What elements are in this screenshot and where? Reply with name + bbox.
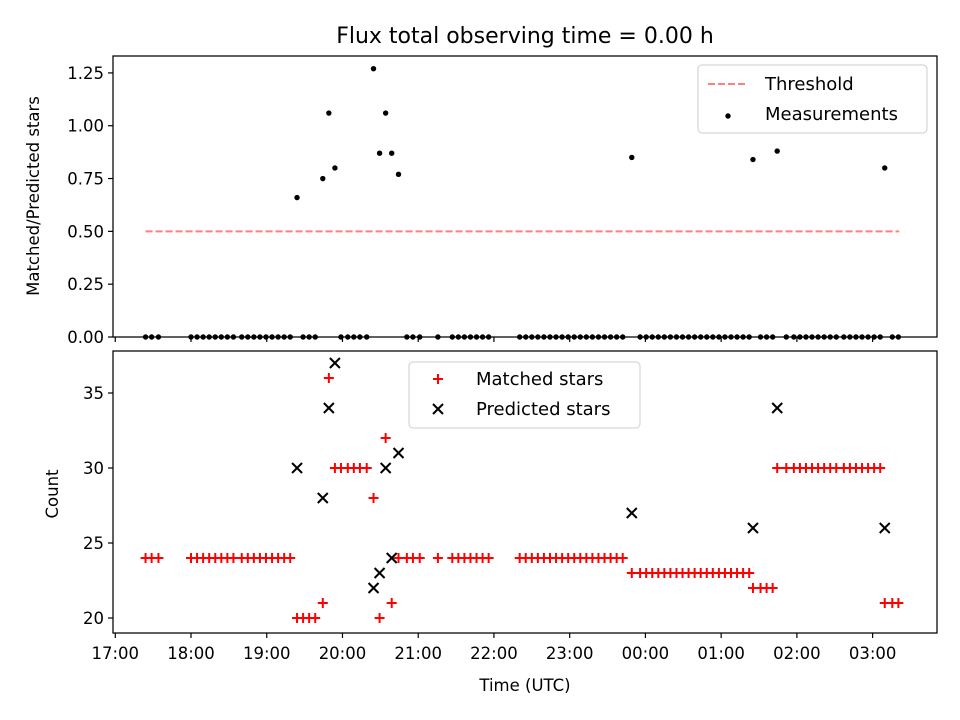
- top-axes-frame: [112, 55, 938, 338]
- bottom-x-tick-label: 18:00: [167, 644, 215, 663]
- bottom-y-axis-label: Count: [43, 469, 62, 519]
- matched-star-point: [432, 553, 443, 563]
- predicted-star-point: [626, 507, 638, 519]
- predicted-star-point: [879, 522, 891, 534]
- matched-star-point: [153, 553, 164, 563]
- matched-star-point: [414, 553, 425, 563]
- predicted-legend-swatch: [432, 403, 444, 415]
- matched-legend-label: Matched stars: [476, 369, 603, 390]
- bottom-x-tick-label: 19:00: [243, 644, 291, 663]
- matched-star-point: [744, 568, 755, 578]
- measurement-point: [376, 150, 383, 156]
- matched-star-point: [893, 598, 904, 608]
- bottom-y-tick-label: 20: [83, 609, 104, 628]
- measurement-point: [774, 148, 780, 154]
- bottom-y-ticks: 20 25 30 35: [83, 384, 113, 628]
- matched-star-point: [285, 553, 296, 563]
- predicted-star-point: [317, 492, 329, 504]
- top-panel: Flux total observing time = 0.00 h Match…: [24, 24, 938, 347]
- bottom-x-axis-label: Time (UTC): [478, 676, 570, 695]
- top-legend-box: [697, 64, 928, 134]
- top-y-tick-label: 0.00: [67, 328, 104, 347]
- top-y-axis-label: Matched/Predicted stars: [24, 96, 43, 296]
- measurements-legend-label: Measurements: [765, 104, 898, 125]
- matched-star-point: [386, 598, 397, 608]
- top-chart-title: Flux total observing time = 0.00 h: [336, 24, 714, 49]
- bottom-legend-box: [408, 361, 641, 429]
- predicted-star-point: [291, 462, 303, 474]
- top-legend: Threshold Measurements: [697, 64, 928, 134]
- predicted-star-point: [771, 402, 783, 414]
- predicted-stars-layer: [291, 357, 891, 594]
- bottom-x-tick-label: 02:00: [773, 644, 821, 663]
- matched-star-point: [483, 553, 494, 563]
- measurement-point: [395, 171, 402, 178]
- predicted-star-point: [323, 402, 335, 414]
- matched-star-point: [310, 613, 321, 623]
- measurement-point: [389, 150, 395, 156]
- bottom-x-tick-label: 23:00: [546, 644, 594, 663]
- predicted-legend-label: Predicted stars: [476, 399, 610, 420]
- measurement-point: [320, 175, 326, 182]
- bottom-x-tick-label: 22:00: [470, 644, 518, 663]
- top-y-tick-label: 1.25: [67, 64, 104, 83]
- measurement-point: [750, 156, 756, 163]
- matched-star-point: [767, 583, 778, 593]
- matched-star-point: [380, 433, 391, 443]
- matched-star-point: [617, 553, 628, 563]
- matched-stars-layer: [140, 373, 904, 623]
- bottom-axes-frame: [112, 350, 938, 634]
- top-y-ticks: 0.00 0.25 0.50 0.75 1.00 1.25: [67, 64, 113, 347]
- bottom-x-tick-label: 01:00: [697, 644, 745, 663]
- matched-star-point: [368, 493, 379, 503]
- matched-star-point: [361, 463, 372, 473]
- top-y-tick-label: 0.50: [67, 222, 104, 241]
- top-y-tick-label: 0.25: [67, 275, 104, 294]
- predicted-star-point: [379, 462, 392, 474]
- measurements-legend-swatch: [725, 113, 731, 119]
- matched-star-point: [374, 613, 385, 623]
- top-x-ticks: [114, 337, 874, 342]
- measurement-point: [882, 165, 888, 171]
- predicted-star-point: [747, 522, 759, 534]
- matched-star-point: [772, 463, 783, 473]
- measurement-point: [326, 110, 332, 116]
- matched-star-point: [323, 373, 334, 383]
- bottom-y-tick-label: 30: [83, 459, 104, 478]
- measurement-point: [370, 65, 377, 72]
- measurement-point: [629, 154, 635, 161]
- matched-star-point: [875, 463, 886, 473]
- measurement-point: [332, 165, 338, 171]
- bottom-x-tick-label: 03:00: [849, 644, 897, 663]
- bottom-x-ticks: 17:00 18:00 19:00 20:00 21:00 22:00 23:00 00:00…: [91, 633, 896, 663]
- bottom-x-tick-label: 21:00: [394, 644, 442, 663]
- predicted-star-point: [392, 447, 405, 459]
- bottom-x-tick-label: 17:00: [91, 644, 139, 663]
- measurement-point: [294, 194, 300, 201]
- threshold-legend-label: Threshold: [764, 74, 854, 95]
- predicted-star-point: [367, 582, 380, 594]
- top-y-tick-label: 0.75: [67, 170, 104, 189]
- predicted-star-point: [373, 567, 386, 579]
- bottom-panel: Count Time (UTC) 20 25 30 35 17:00 18:00 19:0…: [43, 350, 938, 695]
- matched-star-point: [317, 598, 328, 608]
- top-y-tick-label: 1.00: [67, 117, 104, 136]
- bottom-y-tick-label: 25: [83, 534, 104, 553]
- bottom-x-tick-label: 20:00: [319, 644, 367, 663]
- bottom-y-tick-label: 35: [83, 384, 104, 403]
- bottom-x-tick-label: 00:00: [622, 644, 670, 663]
- measurement-point: [382, 110, 389, 116]
- bottom-legend: Matched stars Predicted stars: [408, 361, 641, 429]
- predicted-star-point: [329, 357, 341, 369]
- predicted-star-point: [385, 552, 398, 564]
- matched-legend-swatch: [433, 374, 443, 384]
